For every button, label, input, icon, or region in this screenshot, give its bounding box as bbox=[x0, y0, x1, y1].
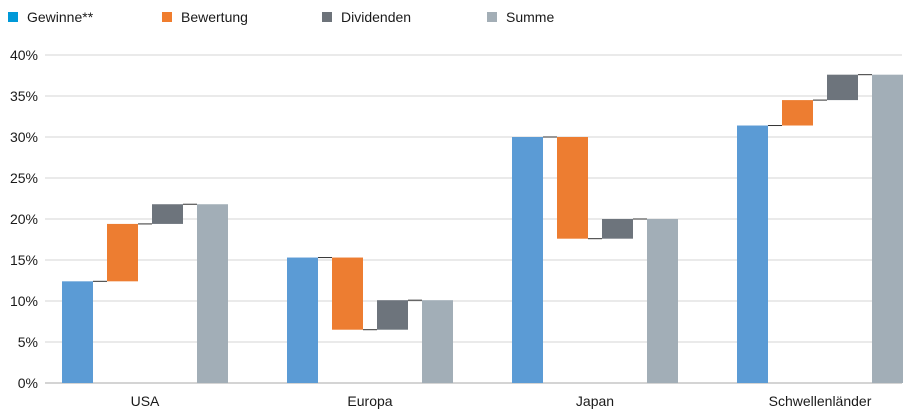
bar-bewertung bbox=[557, 137, 588, 239]
y-tick-label: 15% bbox=[10, 252, 38, 268]
bar-dividenden bbox=[602, 219, 633, 239]
y-tick-label: 25% bbox=[10, 170, 38, 186]
bar-bewertung bbox=[332, 257, 363, 330]
bar-summe bbox=[422, 300, 453, 383]
y-tick-label: 30% bbox=[10, 129, 38, 145]
bar-dividenden bbox=[377, 300, 408, 330]
legend-item-dividenden: Dividenden bbox=[322, 9, 411, 25]
bar-gewinne bbox=[62, 281, 93, 383]
legend-item-summe: Summe bbox=[487, 9, 554, 25]
y-tick-label: 20% bbox=[10, 211, 38, 227]
legend-swatch-summe bbox=[487, 12, 497, 22]
legend-item-gewinne: Gewinne** bbox=[8, 9, 93, 25]
bar-summe bbox=[647, 219, 678, 383]
legend-swatch-gewinne bbox=[8, 12, 18, 22]
x-tick-label: USA bbox=[131, 393, 160, 409]
legend-item-bewertung: Bewertung bbox=[162, 9, 248, 25]
y-tick-label: 10% bbox=[10, 293, 38, 309]
y-tick-label: 5% bbox=[18, 334, 38, 350]
x-tick-label: Europa bbox=[347, 393, 392, 409]
bar-dividenden bbox=[152, 204, 183, 224]
bar-gewinne bbox=[737, 125, 768, 384]
bar-summe bbox=[872, 74, 903, 384]
x-tick-label: Japan bbox=[576, 393, 614, 409]
bar-bewertung bbox=[107, 223, 138, 282]
y-tick-label: 35% bbox=[10, 88, 38, 104]
legend-label-gewinne: Gewinne** bbox=[27, 9, 94, 25]
legend-label-summe: Summe bbox=[506, 9, 555, 25]
bar-summe bbox=[197, 204, 228, 383]
bar-dividenden bbox=[827, 74, 858, 101]
chart-legend: Gewinne** Bewertung Dividenden Summe bbox=[8, 9, 908, 31]
legend-label-dividenden: Dividenden bbox=[341, 9, 412, 25]
x-tick-label: Schwellenländer bbox=[769, 393, 872, 409]
bar-gewinne bbox=[287, 257, 318, 383]
y-tick-label: 40% bbox=[10, 47, 38, 63]
bar-gewinne bbox=[512, 137, 543, 383]
bar-bewertung bbox=[782, 100, 813, 126]
legend-swatch-bewertung bbox=[162, 12, 172, 22]
y-tick-label: 0% bbox=[18, 375, 38, 391]
legend-swatch-dividenden bbox=[322, 12, 332, 22]
legend-label-bewertung: Bewertung bbox=[181, 9, 248, 25]
